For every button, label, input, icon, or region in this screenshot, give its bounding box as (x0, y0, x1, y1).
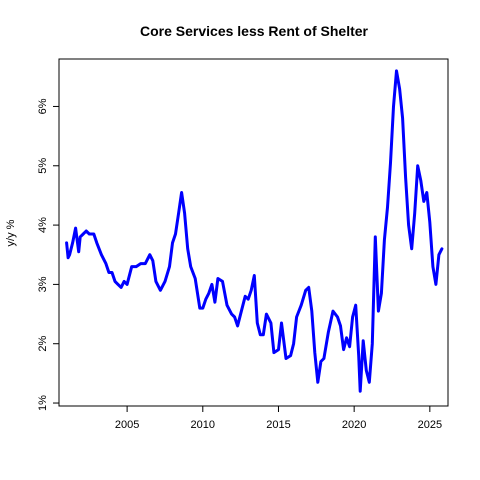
y-tick-label: 2% (37, 336, 49, 352)
chart-title: Core Services less Rent of Shelter (140, 23, 369, 39)
series-line-0 (65, 69, 444, 393)
y-axis: 1% 2% 3% 4% 5% 6% (37, 98, 60, 411)
y-axis-title: y/y % (5, 219, 17, 246)
series-layer (65, 69, 444, 393)
x-tick-label: 2010 (191, 419, 215, 431)
y-tick-label: 5% (37, 158, 49, 174)
plot-area-border (58, 58, 449, 407)
y-tick-label: 4% (37, 217, 49, 233)
y-tick-label: 6% (37, 98, 49, 114)
x-tick-label: 2005 (115, 419, 139, 431)
y-tick-label: 1% (37, 395, 49, 411)
y-tick-label: 3% (37, 276, 49, 292)
x-tick-label: 2025 (418, 419, 442, 431)
x-axis: 2005 2010 2015 2020 2025 (115, 405, 442, 431)
x-tick-label: 2020 (342, 419, 366, 431)
x-tick-label: 2015 (266, 419, 290, 431)
